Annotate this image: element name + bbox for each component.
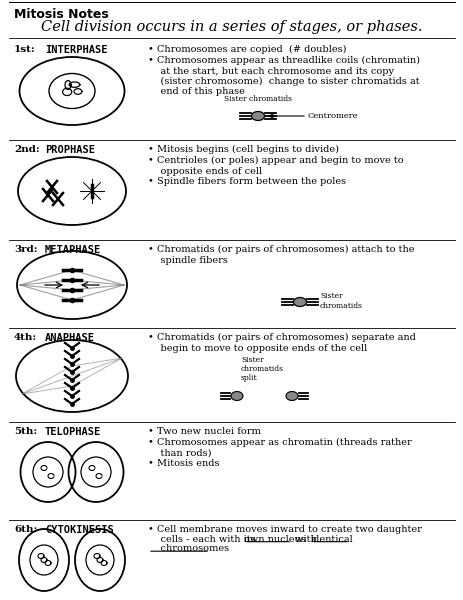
Text: 1st:: 1st:: [14, 45, 36, 54]
Text: • Chromosomes appear as chromatin (threads rather
    than rods): • Chromosomes appear as chromatin (threa…: [148, 438, 411, 458]
Text: TELOPHASE: TELOPHASE: [45, 427, 101, 437]
Text: 2nd:: 2nd:: [14, 145, 40, 154]
Text: • Chromatids (or pairs of chromosomes) separate and
    begin to move to opposit: • Chromatids (or pairs of chromosomes) s…: [148, 333, 415, 353]
Text: 4th:: 4th:: [14, 333, 37, 342]
Text: Sister
chromatids: Sister chromatids: [319, 292, 362, 310]
Text: cells - each with its: cells - each with its: [148, 535, 258, 544]
Text: • Cell membrane moves inward to create two daughter: • Cell membrane moves inward to create t…: [148, 525, 421, 534]
Text: • Mitosis ends: • Mitosis ends: [148, 458, 219, 467]
Text: chromosomes: chromosomes: [148, 544, 229, 553]
Text: Mitosis Notes: Mitosis Notes: [14, 8, 108, 21]
Text: 6th:: 6th:: [14, 525, 38, 534]
Text: • Chromatids (or pairs of chromosomes) attach to the
    spindle fibers: • Chromatids (or pairs of chromosomes) a…: [148, 245, 413, 265]
Text: with: with: [291, 535, 319, 544]
Text: 5th:: 5th:: [14, 427, 37, 436]
Ellipse shape: [231, 391, 243, 401]
Text: Centromere: Centromere: [307, 112, 358, 120]
Ellipse shape: [251, 112, 264, 121]
Ellipse shape: [293, 298, 306, 307]
Text: • Two new nuclei form: • Two new nuclei form: [148, 427, 260, 436]
Text: • Spindle fibers form between the poles: • Spindle fibers form between the poles: [148, 176, 345, 185]
Text: Sister
chromatids
split: Sister chromatids split: [240, 356, 283, 382]
Text: Sister chromatids: Sister chromatids: [224, 95, 291, 103]
Text: • Chromosomes are copied  (# doubles): • Chromosomes are copied (# doubles): [148, 45, 346, 54]
Text: own nucleus: own nucleus: [244, 535, 305, 544]
Text: 3rd:: 3rd:: [14, 245, 38, 254]
Text: INTERPHASE: INTERPHASE: [45, 45, 107, 55]
Text: • Chromosomes appear as threadlike coils (chromatin)
    at the start, but each : • Chromosomes appear as threadlike coils…: [148, 56, 419, 97]
Text: CYTOKINESIS: CYTOKINESIS: [45, 525, 113, 535]
Text: ANAPHASE: ANAPHASE: [45, 333, 95, 343]
Ellipse shape: [285, 391, 297, 401]
Text: • Mitosis begins (cell begins to divide): • Mitosis begins (cell begins to divide): [148, 145, 338, 154]
Text: PROPHASE: PROPHASE: [45, 145, 95, 155]
Text: METAPHASE: METAPHASE: [45, 245, 101, 255]
Text: Cell division occurs in a series of stages, or phases.: Cell division occurs in a series of stag…: [41, 20, 422, 34]
Text: identical: identical: [310, 535, 353, 544]
Text: • Centrioles (or poles) appear and begin to move to
    opposite ends of cell: • Centrioles (or poles) appear and begin…: [148, 156, 403, 176]
